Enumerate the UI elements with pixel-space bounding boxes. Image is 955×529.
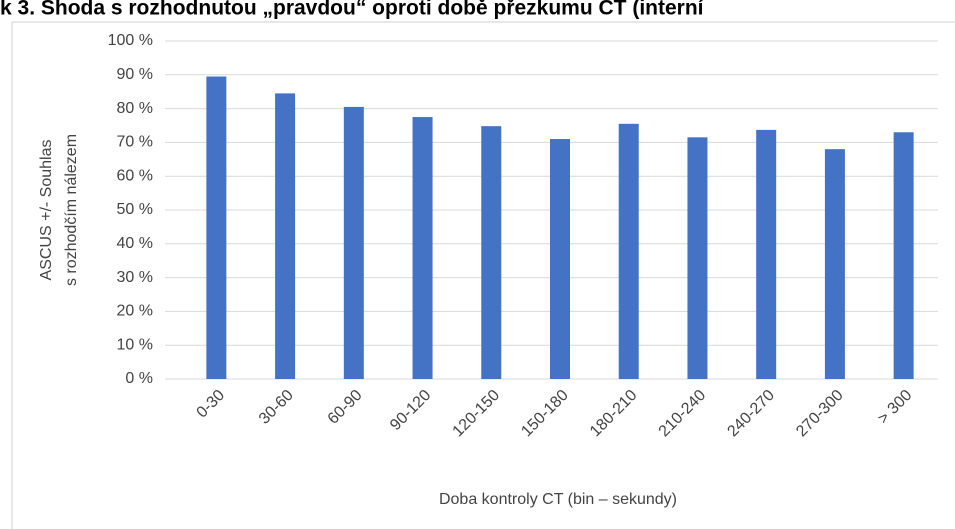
y-tick-label: 100 % [108,32,153,49]
x-tick-label: 180-210 [587,387,641,441]
y-tick-label: 30 % [117,269,153,286]
y-tick-label: 80 % [117,100,153,117]
bar [550,139,570,379]
y-axis-label: ASCUS +/- Souhlas [38,140,55,281]
chart-title: k 3. Shoda s rozhodnutou „pravdou“ oprot… [0,0,705,20]
x-tick-label: 90-120 [387,387,434,434]
x-tick-label: 150-180 [518,387,572,441]
bar [275,93,296,379]
bar [893,132,914,379]
y-tick-label: 40 % [117,235,153,252]
y-tick-label: 0 % [125,370,153,387]
bar [412,117,433,380]
x-tick-label: 120-150 [450,387,504,441]
x-tick-label: 240-270 [724,387,778,441]
x-tick-label: 60-90 [325,387,366,428]
chart-frame [11,21,955,529]
y-tick-label: 10 % [117,336,153,353]
x-tick-label: 30-60 [256,387,297,428]
bar [343,106,364,379]
y-tick-label: 60 % [117,167,153,184]
x-tick-label: 210-240 [656,387,710,441]
bar [756,129,777,379]
bar [618,123,639,379]
x-tick-label: > 300 [875,387,916,428]
y-tick-label: 70 % [117,134,153,151]
x-axis-label: Doba kontroly CT (bin – sekundy) [439,491,677,508]
x-tick-label: 270-300 [793,387,847,441]
y-tick-label: 50 % [117,201,153,218]
y-axis-label: s rozhodčím nálezem [63,134,80,286]
bar [687,137,708,379]
y-tick-label: 90 % [117,66,153,83]
bar [824,149,845,379]
bar [206,76,227,380]
bar [481,126,502,380]
x-tick-label: 0-30 [194,387,229,422]
y-tick-label: 20 % [117,303,153,320]
